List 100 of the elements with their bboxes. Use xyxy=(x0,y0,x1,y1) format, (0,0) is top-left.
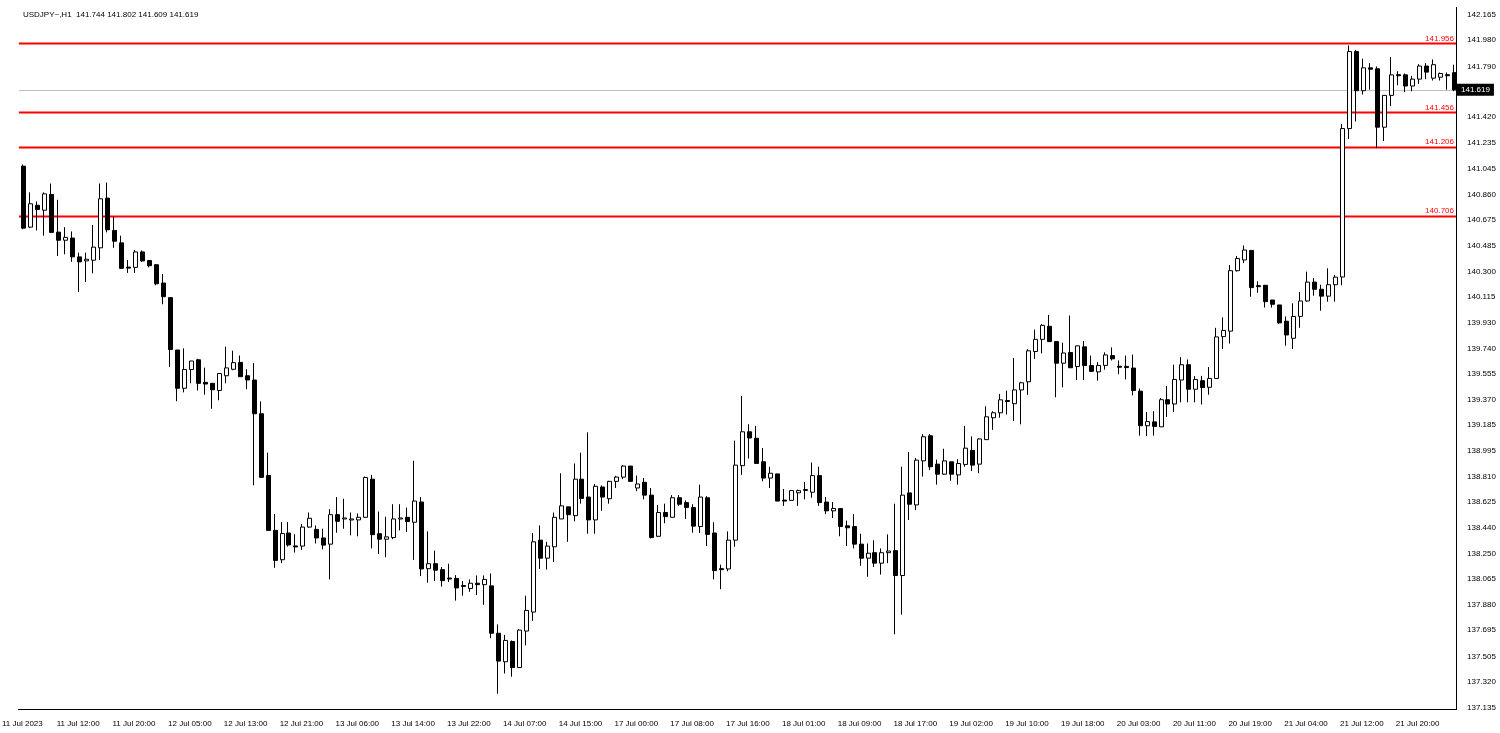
candlestick xyxy=(1193,375,1198,403)
y-tick-label: 139.740 xyxy=(1467,343,1497,353)
candlestick xyxy=(349,511,354,536)
candlestick xyxy=(189,360,194,384)
candlestick xyxy=(203,367,208,396)
y-tick-label: 141.045 xyxy=(1467,164,1497,174)
candlestick xyxy=(1368,62,1373,91)
x-tick-label: 13 Jul 06:00 xyxy=(335,719,380,729)
candlestick xyxy=(210,382,215,410)
x-tick-label: 17 Jul 16:00 xyxy=(726,719,771,729)
x-tick-label: 19 Jul 02:00 xyxy=(949,719,994,729)
candlestick xyxy=(1389,56,1394,107)
y-tick-label: 141.235 xyxy=(1467,137,1497,147)
candlestick xyxy=(838,507,843,537)
candlestick xyxy=(1361,58,1366,96)
candlestick xyxy=(949,461,954,482)
candlestick xyxy=(886,533,891,564)
candlestick xyxy=(1019,381,1024,425)
y-tick-label: 140.115 xyxy=(1467,292,1496,302)
candlestick xyxy=(1298,291,1303,329)
candlestick xyxy=(691,503,696,534)
candlestick xyxy=(28,191,33,229)
y-tick-label: 139.185 xyxy=(1467,420,1497,430)
y-tick-label: 137.135 xyxy=(1467,702,1497,712)
candlestick xyxy=(1284,315,1289,347)
candlestick xyxy=(91,224,96,274)
candlestick xyxy=(335,496,340,534)
candlestick xyxy=(238,355,243,378)
candlestick xyxy=(70,230,75,263)
y-tick-label: 138.810 xyxy=(1467,471,1497,481)
candlestick xyxy=(545,541,550,571)
candlestick xyxy=(998,393,1003,419)
x-tick-label: 12 Jul 13:00 xyxy=(223,719,268,729)
x-tick-label: 11 Jul 2023 xyxy=(2,719,44,729)
candlestick xyxy=(447,563,452,583)
x-tick-label: 18 Jul 17:00 xyxy=(893,719,938,729)
candlestick xyxy=(1417,63,1422,85)
candlestick xyxy=(412,460,417,561)
candlestick xyxy=(656,504,661,538)
y-tick-label: 139.370 xyxy=(1467,394,1497,404)
candlestick xyxy=(907,451,912,521)
candlestick xyxy=(300,523,305,551)
x-tick-label: 13 Jul 14:00 xyxy=(391,719,436,729)
y-tick-label: 138.065 xyxy=(1467,574,1497,584)
candlestick xyxy=(1124,355,1129,380)
candlestick xyxy=(1131,354,1136,396)
x-tick-label: 20 Jul 19:00 xyxy=(1228,719,1273,729)
candlestick xyxy=(747,423,752,459)
y-tick-label: 138.995 xyxy=(1467,446,1497,456)
candlestick xyxy=(1326,267,1331,303)
candlestick xyxy=(56,199,61,257)
y-tick-label: 137.880 xyxy=(1467,599,1497,609)
candlestick xyxy=(1068,315,1073,369)
ref-line-label: 140.706 xyxy=(1425,205,1455,215)
candlestick xyxy=(84,252,89,283)
x-tick-label: 11 Jul 20:00 xyxy=(112,719,157,729)
candlestick xyxy=(1033,329,1038,360)
y-tick-label: 141.980 xyxy=(1467,35,1497,45)
x-tick-label: 14 Jul 07:00 xyxy=(502,719,548,729)
x-tick-label: 21 Jul 04:00 xyxy=(1284,719,1329,729)
ref-line-label: 141.456 xyxy=(1425,102,1455,112)
x-tick-label: 20 Jul 03:00 xyxy=(1116,719,1161,729)
candlestick xyxy=(761,447,766,482)
candlestick xyxy=(963,425,968,468)
candlestick xyxy=(1403,72,1408,93)
candlestick xyxy=(161,273,166,305)
candlestick xyxy=(942,448,947,476)
candlestick xyxy=(182,347,187,393)
candlestick xyxy=(538,524,543,570)
y-tick-label: 139.930 xyxy=(1467,317,1497,327)
candlestick xyxy=(503,634,508,674)
candlestick xyxy=(935,459,940,486)
candlestick xyxy=(956,458,961,486)
candlestick xyxy=(63,226,68,255)
candlestick xyxy=(196,358,201,391)
candlestick xyxy=(566,506,571,543)
candlestick xyxy=(1305,271,1310,303)
candlestick xyxy=(859,533,864,567)
candlestick xyxy=(970,435,975,472)
ref-line-label: 141.206 xyxy=(1425,136,1455,146)
y-tick-label: 137.505 xyxy=(1467,651,1497,661)
candlestick xyxy=(991,410,996,431)
candlestick xyxy=(1256,280,1261,294)
candlestick xyxy=(1277,304,1282,325)
candlestick xyxy=(1179,356,1184,403)
x-tick-label: 17 Jul 00:00 xyxy=(614,719,659,729)
x-tick-label: 18 Jul 09:00 xyxy=(837,719,882,729)
x-tick-label: 19 Jul 10:00 xyxy=(1005,719,1050,729)
candlestick xyxy=(1096,361,1101,382)
candlestick xyxy=(600,484,605,512)
candlestick xyxy=(719,564,724,590)
candlestick xyxy=(245,368,250,390)
y-tick-label: 142.165 xyxy=(1467,9,1497,19)
candlestick xyxy=(663,503,668,524)
x-tick-label: 17 Jul 08:00 xyxy=(670,719,715,729)
y-tick-label: 141.420 xyxy=(1467,112,1497,122)
y-tick-label: 138.625 xyxy=(1467,497,1497,507)
y-tick-label: 140.485 xyxy=(1467,241,1497,251)
y-tick-label: 140.300 xyxy=(1467,266,1497,276)
candlestick xyxy=(1221,316,1226,350)
